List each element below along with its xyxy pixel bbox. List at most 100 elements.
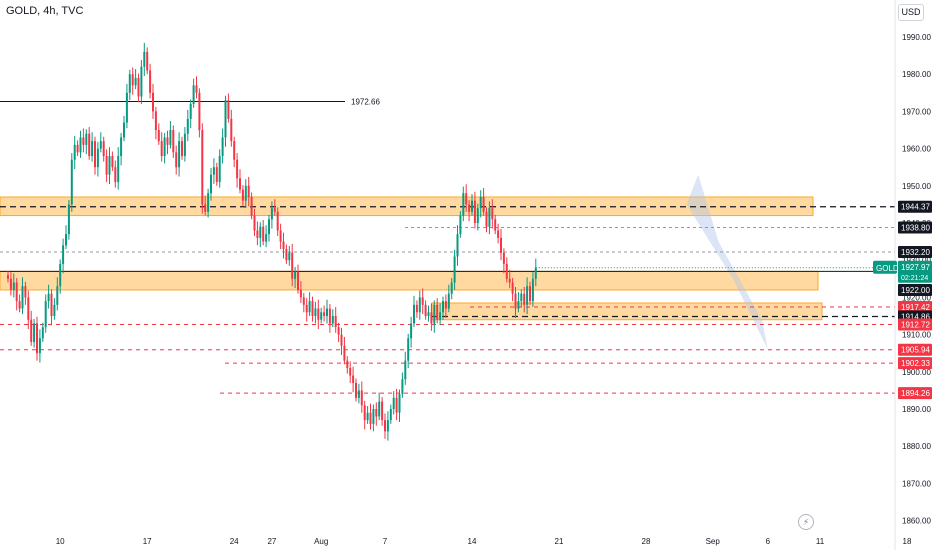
flash-icon[interactable]: ⚡ — [798, 514, 814, 530]
candle-body — [157, 130, 160, 142]
candle-body — [47, 293, 50, 302]
candle-body — [181, 141, 183, 157]
candle-body — [67, 204, 70, 235]
candle-body — [473, 200, 476, 223]
candle-body — [94, 141, 96, 168]
candle-body — [357, 390, 360, 398]
candle-body — [404, 360, 407, 380]
candle-body — [117, 156, 120, 183]
candle-body — [389, 409, 392, 421]
candle-body — [352, 375, 355, 383]
candle-body — [485, 211, 488, 227]
candle-body — [56, 286, 59, 305]
price-level-badge — [898, 357, 932, 370]
supply-demand-zone[interactable] — [431, 302, 823, 321]
y-tick-label: 1880.00 — [902, 442, 931, 451]
candle-body — [114, 167, 117, 183]
candle-body — [372, 409, 375, 424]
candle-body — [239, 178, 241, 190]
x-tick-label: 14 — [468, 537, 477, 546]
candle-body — [531, 278, 534, 302]
candle-body — [534, 267, 537, 279]
candle-body — [291, 252, 294, 279]
candle-body — [340, 334, 343, 346]
candle-body — [21, 286, 24, 309]
candle-body — [363, 405, 366, 421]
candle-body — [328, 308, 331, 324]
candle-body — [62, 245, 65, 264]
candle-body — [253, 215, 256, 231]
candle-body — [511, 282, 514, 294]
candle-body — [317, 308, 320, 320]
candle-body — [175, 152, 178, 168]
candle-body — [70, 159, 73, 205]
candle-body — [378, 401, 381, 417]
candle-body — [386, 420, 389, 432]
candle-body — [125, 92, 128, 123]
candle-body — [154, 111, 157, 130]
candle-body — [233, 141, 236, 160]
price-level-label: 1944.37 — [901, 203, 930, 212]
candle-body — [494, 219, 497, 231]
candle-body — [256, 230, 259, 238]
price-level-label: 1894.26 — [901, 389, 930, 398]
y-tick-label: 1990.00 — [902, 33, 931, 42]
candle-body — [195, 85, 198, 93]
currency-button[interactable]: USD — [898, 4, 924, 21]
price-level-badge — [898, 300, 932, 313]
x-tick-label: 6 — [766, 537, 771, 546]
candle-body — [392, 397, 395, 409]
candle-body — [288, 252, 291, 261]
price-level-label: 1932.20 — [901, 248, 930, 257]
price-level-label: 1905.94 — [901, 346, 930, 355]
y-tick-label: 1860.00 — [902, 517, 931, 526]
candle-body — [366, 412, 369, 421]
candle-body — [268, 219, 270, 235]
x-tick-label: 10 — [56, 537, 65, 546]
candle-body — [50, 293, 53, 316]
candle-body — [143, 51, 146, 67]
supply-demand-zone[interactable] — [0, 270, 819, 291]
candle-body — [192, 85, 195, 104]
candle-body — [230, 118, 233, 142]
candle-body — [102, 141, 105, 157]
candle-body — [152, 92, 154, 112]
candle-body — [79, 137, 82, 153]
candle-body — [18, 301, 21, 309]
symbol-badge — [873, 260, 897, 274]
y-tick-label: 1890.00 — [902, 405, 931, 414]
candle-body — [250, 196, 253, 216]
candle-body — [444, 301, 447, 309]
y-tick-label: 1970.00 — [902, 107, 931, 116]
price-level-badge — [898, 283, 932, 296]
candle-body — [526, 286, 529, 305]
candle-body — [311, 301, 314, 316]
x-tick-label: Sep — [706, 537, 721, 546]
candle-body — [186, 118, 189, 134]
candle-body — [7, 275, 9, 279]
price-level-badge — [898, 246, 932, 259]
symbol-title: GOLD, 4h, TVC — [6, 5, 84, 17]
candle-body — [520, 293, 523, 302]
candle-body — [123, 122, 125, 138]
candle-body — [198, 92, 201, 130]
candle-body — [210, 174, 212, 194]
candle-body — [99, 141, 102, 149]
candle-body — [314, 308, 317, 316]
candle-body — [44, 301, 47, 328]
candle-body — [160, 141, 163, 157]
candle-body — [395, 397, 398, 413]
candle-body — [355, 382, 357, 398]
countdown-label: 02:21:24 — [901, 275, 928, 282]
candle-body — [270, 208, 273, 220]
candle-body — [15, 282, 18, 302]
candle-body — [456, 234, 459, 257]
descending-channel[interactable] — [686, 174, 768, 350]
candle-body — [59, 263, 62, 287]
candle-body — [276, 211, 279, 231]
x-tick-label: 17 — [143, 537, 152, 546]
candle-body — [523, 293, 526, 305]
candle-body — [27, 297, 30, 320]
